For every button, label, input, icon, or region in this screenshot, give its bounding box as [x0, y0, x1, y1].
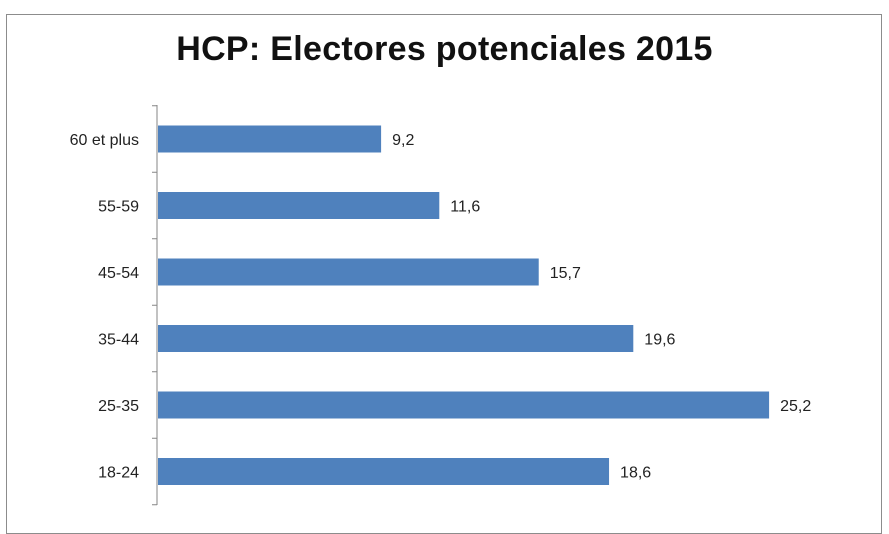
bars-layer [158, 125, 770, 485]
bar-35-44 [158, 325, 634, 352]
data-label: 25,2 [780, 398, 811, 415]
data-label: 19,6 [644, 332, 675, 349]
bar-55-59 [158, 192, 440, 219]
category-label: 18-24 [98, 465, 139, 482]
category-label: 25-35 [98, 398, 139, 415]
bar-25-35 [158, 391, 770, 419]
category-label: 45-54 [98, 265, 139, 282]
bar-60-et-plus [158, 125, 382, 153]
chart-title: HCP: Electores potenciales 2015 [176, 30, 713, 68]
bar-chart: 60 et plus 9,2 55-59 11,6 45-54 15,7 35-44 19,6… [70, 105, 811, 506]
data-label: 15,7 [550, 265, 581, 282]
category-label: 35-44 [98, 332, 139, 349]
data-label: 9,2 [392, 132, 414, 149]
category-label: 55-59 [98, 199, 139, 216]
bar-18-24 [158, 458, 610, 485]
bar-45-54 [158, 258, 539, 286]
data-label: 18,6 [620, 465, 651, 482]
category-label: 60 et plus [70, 132, 139, 149]
data-label: 11,6 [450, 199, 480, 216]
labels-layer: 60 et plus 9,2 55-59 11,6 45-54 15,7 35-44 19,6… [70, 105, 811, 506]
